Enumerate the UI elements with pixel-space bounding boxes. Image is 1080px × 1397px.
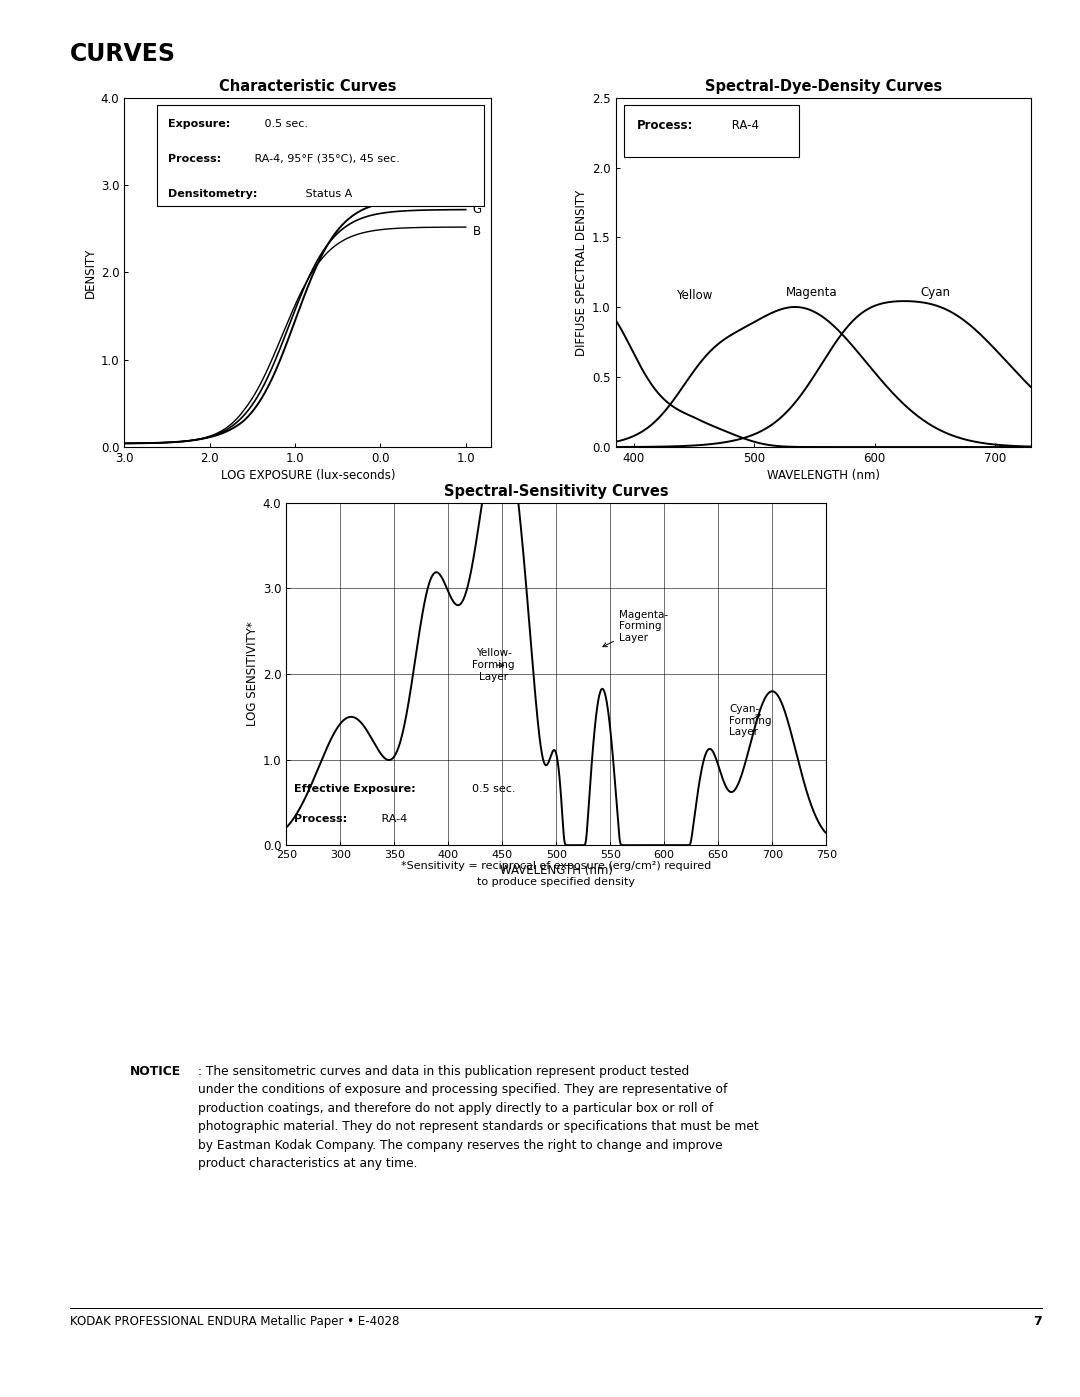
Title: Spectral-Dye-Density Curves: Spectral-Dye-Density Curves xyxy=(705,78,942,94)
X-axis label: LOG EXPOSURE (lux-seconds): LOG EXPOSURE (lux-seconds) xyxy=(220,469,395,482)
Text: RA-4, 95°F (35°C), 45 sec.: RA-4, 95°F (35°C), 45 sec. xyxy=(251,154,400,163)
Text: Cyan-
Forming
Layer: Cyan- Forming Layer xyxy=(729,704,771,738)
Y-axis label: DENSITY: DENSITY xyxy=(83,247,96,298)
X-axis label: WAVELENGTH (nm): WAVELENGTH (nm) xyxy=(767,469,880,482)
Text: Status A: Status A xyxy=(302,189,352,198)
Text: : The sensitometric curves and data in this publication represent product tested: : The sensitometric curves and data in t… xyxy=(198,1065,758,1171)
FancyBboxPatch shape xyxy=(158,105,484,205)
Text: Densitometry:: Densitometry: xyxy=(168,189,258,198)
Text: RA-4: RA-4 xyxy=(378,814,407,824)
Text: B: B xyxy=(473,225,481,237)
Text: RA-4: RA-4 xyxy=(728,119,759,131)
Text: 0.5 sec.: 0.5 sec. xyxy=(260,119,308,129)
Y-axis label: DIFFUSE SPECTRAL DENSITY: DIFFUSE SPECTRAL DENSITY xyxy=(575,189,588,356)
Text: 7: 7 xyxy=(1034,1315,1042,1327)
Text: NOTICE: NOTICE xyxy=(130,1065,180,1077)
Text: Exposure:: Exposure: xyxy=(168,119,230,129)
Text: Yellow-
Forming
Layer: Yellow- Forming Layer xyxy=(472,648,515,682)
Text: 0.5 sec.: 0.5 sec. xyxy=(473,784,516,793)
Y-axis label: LOG SENSITIVITY*: LOG SENSITIVITY* xyxy=(245,622,258,726)
Title: Characteristic Curves: Characteristic Curves xyxy=(219,78,396,94)
Text: KODAK PROFESSIONAL ENDURA Metallic Paper • E-4028: KODAK PROFESSIONAL ENDURA Metallic Paper… xyxy=(70,1315,400,1327)
Text: Process:: Process: xyxy=(636,119,692,131)
Text: R: R xyxy=(473,190,481,203)
Title: Spectral-Sensitivity Curves: Spectral-Sensitivity Curves xyxy=(444,483,669,499)
Text: Effective Exposure:: Effective Exposure: xyxy=(294,784,416,793)
Text: CURVES: CURVES xyxy=(70,42,176,66)
Text: G: G xyxy=(473,203,482,217)
Text: Process:: Process: xyxy=(168,154,221,163)
Text: *Sensitivity = reciprocal of exposure (erg/cm²) required: *Sensitivity = reciprocal of exposure (e… xyxy=(401,861,712,870)
X-axis label: WAVELENGTH (nm): WAVELENGTH (nm) xyxy=(500,865,612,877)
Text: Cyan: Cyan xyxy=(920,286,950,299)
Text: Magenta: Magenta xyxy=(786,286,838,299)
FancyBboxPatch shape xyxy=(624,105,798,156)
Text: to produce specified density: to produce specified density xyxy=(477,877,635,887)
Text: Magenta-
Forming
Layer: Magenta- Forming Layer xyxy=(603,610,667,647)
Text: Yellow: Yellow xyxy=(676,289,712,302)
Text: Process:: Process: xyxy=(294,814,348,824)
